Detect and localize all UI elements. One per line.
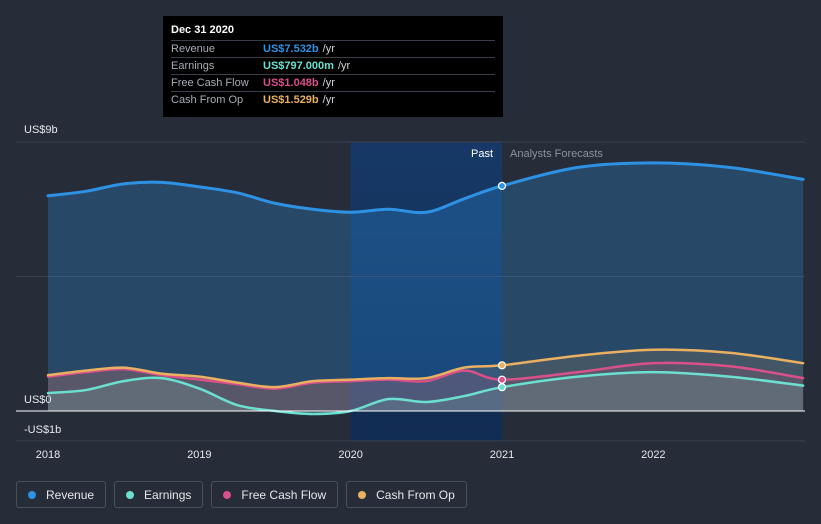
line-cash-from-op — [46, 348, 805, 389]
past-label: Past — [471, 148, 493, 160]
revenue-dot-icon — [28, 490, 36, 499]
y-tick-label: -US$1b — [24, 424, 61, 436]
x-tick-label: 2019 — [187, 449, 211, 461]
tooltip-unit: /yr — [322, 77, 335, 89]
area-revenue — [48, 162, 804, 411]
highlight-past-band — [350, 142, 502, 441]
legend-label: Revenue — [46, 487, 95, 502]
tooltip-value: US$7.532b — [263, 43, 319, 55]
marker-revenue[interactable] — [497, 181, 507, 190]
line-revenue — [46, 161, 805, 215]
earnings-dot-icon — [126, 490, 135, 499]
area-earnings — [48, 372, 804, 414]
marker-cash-from-op[interactable] — [497, 361, 507, 370]
tooltip-row-earnings: Earnings US$797.000m /yr — [171, 57, 495, 74]
legend-item-free-cash-flow[interactable]: Free Cash Flow — [211, 481, 339, 508]
legend-item-cash-from-op[interactable]: Cash From Op — [346, 481, 467, 508]
tooltip-label: Free Cash Flow — [171, 77, 249, 89]
tooltip-label: Revenue — [171, 43, 216, 55]
tooltip-unit: /yr — [322, 94, 335, 106]
legend-label: Earnings — [144, 487, 192, 502]
tooltip-unit: /yr — [322, 43, 335, 55]
x-tick-label: 2020 — [338, 449, 362, 461]
x-tick-label: 2022 — [641, 449, 665, 461]
tooltip-value: US$1.529b — [263, 94, 319, 106]
tooltip-label: Cash From Op — [171, 94, 244, 106]
free-cash-flow-dot-icon — [223, 490, 232, 499]
legend-label: Cash From Op — [376, 487, 455, 502]
line-earnings — [46, 370, 805, 416]
forecast-label: Analysts Forecasts — [510, 148, 603, 160]
marker-free-cash-flow[interactable] — [497, 375, 507, 384]
legend-item-revenue[interactable]: Revenue — [16, 481, 107, 508]
tooltip-row-revenue: Revenue US$7.532b /yr — [171, 40, 495, 57]
tooltip-date: Dec 31 2020 — [171, 24, 234, 36]
tooltip: Dec 31 2020 Revenue US$7.532b /yr Earnin… — [163, 16, 503, 117]
tooltip-label: Earnings — [171, 60, 215, 72]
tooltip-value: US$797.000m — [263, 60, 334, 72]
cash-from-op-dot-icon — [358, 490, 367, 499]
tooltip-value: US$1.048b — [263, 77, 319, 89]
tooltip-row-free-cash-flow: Free Cash Flow US$1.048b /yr — [171, 74, 495, 91]
x-tick-label: 2021 — [490, 449, 514, 461]
legend-item-earnings[interactable]: Earnings — [114, 481, 204, 508]
x-tick-label: 2018 — [36, 449, 60, 461]
tooltip-unit: /yr — [337, 60, 351, 72]
line-free-cash-flow — [46, 361, 805, 390]
y-tick-label: US$0 — [24, 394, 52, 406]
legend: Revenue Earnings Free Cash Flow Cash Fro… — [16, 481, 467, 508]
y-tick-label: US$9b — [24, 124, 58, 136]
area-free-cash-flow — [48, 362, 804, 411]
tooltip-row-cash-from-op: Cash From Op US$1.529b /yr — [171, 91, 495, 108]
marker-earnings[interactable] — [497, 383, 507, 392]
legend-label: Free Cash Flow — [241, 487, 327, 502]
